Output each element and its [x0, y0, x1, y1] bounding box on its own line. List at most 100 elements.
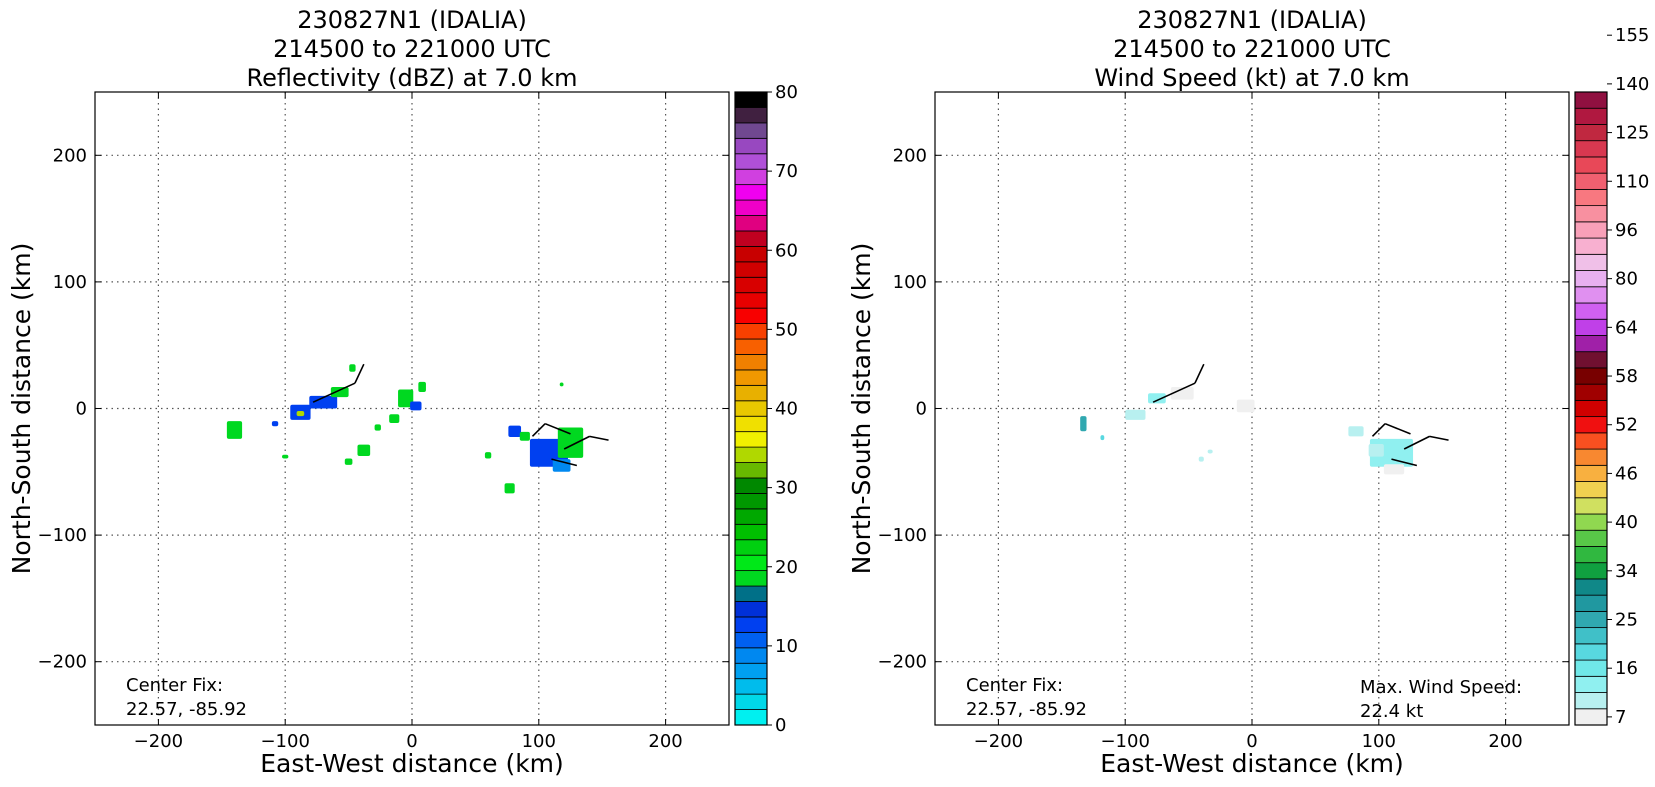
- colorbar-segment: [734, 616, 768, 633]
- echo-patch: [374, 424, 381, 431]
- wind-barb: [1194, 363, 1205, 384]
- echo-patch: [389, 414, 400, 424]
- center-fix-label: Center Fix:: [966, 675, 1063, 696]
- x-tick-label: 200: [648, 731, 682, 752]
- echo-patch: [1198, 456, 1204, 462]
- y-axis-label: North-South distance (km): [847, 243, 876, 575]
- colorbar-tick-label: 50: [775, 319, 798, 340]
- colorbar-segment: [1574, 692, 1608, 710]
- colorbar-segment: [1574, 546, 1608, 564]
- colorbar-segment: [1574, 594, 1608, 612]
- wind-barb: [1371, 423, 1386, 437]
- x-tick-label: 100: [1362, 731, 1396, 752]
- colorbar-segment: [734, 199, 768, 216]
- colorbar-segment: [1574, 335, 1608, 353]
- chart-title-line: 230827N1 (IDALIA): [1137, 6, 1367, 34]
- echo-patch: [296, 411, 305, 417]
- echo-patch: [1100, 435, 1105, 441]
- colorbar-segment: [1574, 286, 1608, 304]
- echo-patch: [344, 458, 353, 465]
- colorbar-segment: [734, 539, 768, 556]
- colorbar-segment: [734, 276, 768, 294]
- colorbar-segment: [1574, 432, 1608, 450]
- colorbar-segment: [734, 261, 768, 278]
- y-tick-label: 100: [53, 272, 87, 293]
- colorbar-segment: [734, 523, 768, 541]
- colorbar-tick-label: 0: [775, 715, 786, 736]
- colorbar-segment: [1574, 578, 1608, 596]
- colorbar-segment: [1574, 367, 1608, 385]
- wind-barb: [1403, 435, 1430, 450]
- colorbar-segment: [734, 585, 768, 602]
- y-axis-label: North-South distance (km): [7, 243, 36, 575]
- colorbar-tick-label: 64: [1615, 317, 1638, 338]
- colorbar-tick-label: 25: [1615, 610, 1638, 631]
- x-axis-label: East-West distance (km): [260, 749, 564, 778]
- echo-patch: [1125, 409, 1146, 420]
- echo-patch: [559, 382, 564, 387]
- colorbar-tick-label: 110: [1615, 171, 1649, 192]
- colorbar-tick-label: 7: [1615, 707, 1626, 728]
- colorbar-tick-label: 20: [775, 557, 798, 578]
- y-tick-label: −100: [878, 525, 927, 546]
- colorbar-segment: [1574, 302, 1608, 320]
- colorbar-segment: [1574, 107, 1608, 125]
- wind-barb: [354, 363, 365, 384]
- colorbar-tick-label: 52: [1615, 415, 1638, 436]
- colorbar-tick-label: 34: [1615, 561, 1638, 582]
- colorbar-segment: [734, 184, 768, 201]
- colorbar-segment: [734, 338, 768, 355]
- colorbar-tick-label: 80: [1615, 269, 1638, 290]
- x-tick-label: 100: [522, 731, 556, 752]
- wind-barb: [312, 382, 356, 403]
- max-wind-value: 22.4 kt: [1360, 701, 1423, 722]
- echo-patch: [1368, 443, 1384, 457]
- echo-patch: [1170, 386, 1194, 400]
- wind-barb: [531, 423, 546, 437]
- colorbar-segment: [734, 292, 768, 309]
- y-tick-label: −100: [38, 525, 87, 546]
- y-tick-label: 200: [53, 145, 87, 166]
- colorbar-segment: [734, 354, 768, 371]
- echo-patch: [1207, 449, 1213, 454]
- echo-patch: [398, 389, 414, 408]
- colorbar-segment: [734, 462, 768, 479]
- echo-patch: [1080, 416, 1087, 432]
- colorbar-segment: [734, 91, 768, 108]
- chart-title-line: 214500 to 221000 UTC: [273, 35, 551, 63]
- colorbar-segment: [734, 137, 768, 155]
- colorbar-frame: [1574, 91, 1608, 726]
- echo-patch: [418, 381, 426, 393]
- colorbar-segment: [734, 307, 768, 324]
- wind-barb: [563, 435, 590, 450]
- colorbar-segment: [734, 153, 768, 170]
- colorbar-segment: [1574, 318, 1608, 336]
- wind-barb: [589, 435, 609, 441]
- x-tick-label: −200: [134, 731, 183, 752]
- wind-barb: [544, 422, 571, 435]
- y-tick-label: 0: [916, 399, 927, 420]
- colorbar-segment: [1574, 221, 1608, 239]
- colorbar-segment: [1574, 416, 1608, 434]
- x-axis-label: East-West distance (km): [1100, 749, 1404, 778]
- echo-patch: [330, 386, 349, 398]
- left-panel: 230827N1 (IDALIA)214500 to 221000 UTCRef…: [7, 6, 798, 778]
- echo-patch: [282, 454, 289, 459]
- colorbar-tick-label: 96: [1615, 220, 1638, 241]
- colorbar-segment: [734, 647, 768, 664]
- colorbar-segment: [1574, 383, 1608, 401]
- x-tick-label: −100: [1100, 731, 1149, 752]
- wind-barb: [1391, 458, 1418, 467]
- echo-patch: [271, 421, 279, 427]
- colorbar-tick-label: 125: [1615, 123, 1649, 144]
- x-tick-label: −200: [974, 731, 1023, 752]
- colorbar-segment: [734, 122, 768, 139]
- colorbar-segment: [734, 477, 768, 494]
- colorbar-segment: [734, 554, 768, 572]
- echo-patch: [226, 421, 243, 439]
- echo-patch: [504, 483, 515, 494]
- y-tick-label: 0: [76, 399, 87, 420]
- colorbar-segment: [1574, 464, 1608, 482]
- colorbar-segment: [734, 601, 768, 618]
